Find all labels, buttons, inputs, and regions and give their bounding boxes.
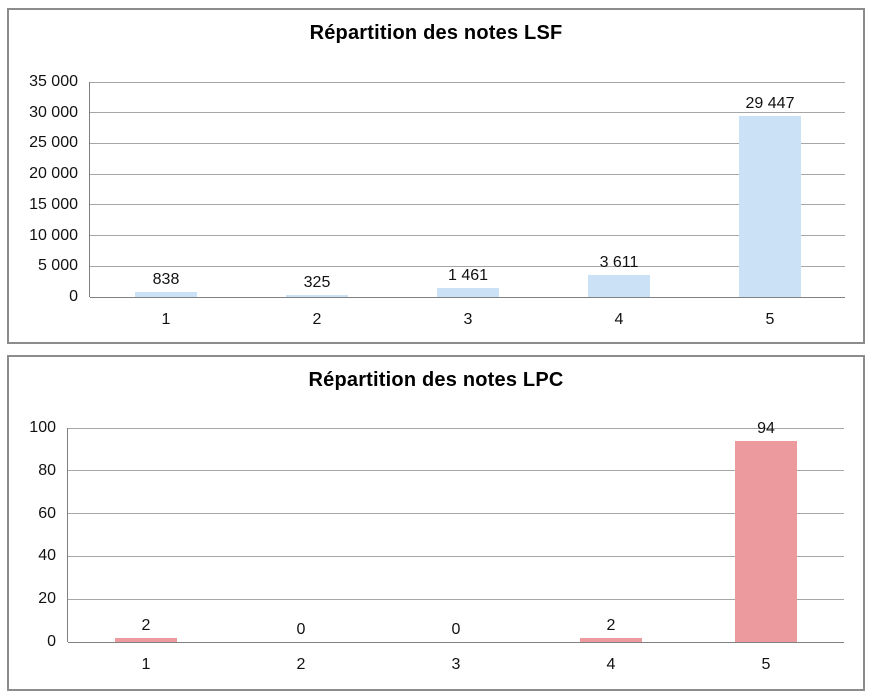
x-axis-label: 2 [296, 656, 306, 673]
y-axis-line [89, 82, 90, 297]
gridline [90, 81, 845, 83]
x-axis-label: 1 [141, 656, 151, 673]
bar-value-label: 94 [757, 420, 775, 437]
bar [286, 295, 348, 297]
gridline [68, 555, 844, 557]
x-axis-label: 5 [765, 311, 775, 328]
bar-value-label: 29 447 [745, 95, 795, 112]
y-axis-tick-label: 40 [38, 547, 56, 565]
gridline [68, 470, 844, 472]
chart-lpc-panel: Répartition des notes LPC 0 20 40 60 80 100 2 1… [7, 355, 865, 691]
x-axis-line [90, 296, 845, 298]
y-axis-tick-label: 80 [38, 461, 56, 479]
gridline [90, 235, 845, 237]
gridline [68, 513, 844, 515]
x-axis-label: 3 [463, 311, 473, 328]
bar-value-label: 838 [152, 271, 180, 288]
y-axis-tick-label: 10 000 [29, 226, 78, 244]
bar [437, 288, 499, 297]
y-axis-tick-label: 20 000 [29, 165, 78, 183]
bar [115, 638, 177, 642]
gridline [90, 204, 845, 206]
gridline [68, 427, 844, 429]
bar-value-label: 3 611 [599, 254, 639, 271]
bar [739, 116, 801, 297]
y-axis-line [67, 428, 68, 642]
y-axis-tick-label: 0 [69, 288, 78, 305]
bar [580, 638, 642, 642]
gridline [90, 142, 845, 144]
x-axis-line [68, 641, 844, 643]
x-axis-label: 4 [614, 311, 624, 328]
bar [735, 441, 797, 642]
y-axis-tick-label: 5 000 [37, 257, 78, 275]
y-axis-tick-label: 100 [29, 419, 56, 436]
bar [588, 275, 650, 297]
bar-value-label: 2 [141, 617, 151, 634]
bar-value-label: 0 [296, 621, 306, 638]
gridline [90, 112, 845, 114]
x-axis-label: 1 [161, 311, 171, 328]
gridline [68, 598, 844, 600]
chart-title: Répartition des notes LSF [309, 22, 563, 44]
x-axis-label: 2 [312, 311, 322, 328]
y-axis-tick-label: 30 000 [29, 103, 78, 121]
bar-value-label: 2 [606, 617, 616, 634]
bar-value-label: 325 [303, 274, 331, 291]
gridline [90, 173, 845, 175]
y-axis-tick-label: 20 [38, 590, 56, 608]
gridline [90, 265, 845, 267]
bar-value-label: 1 461 [447, 267, 489, 284]
chart-title: Répartition des notes LPC [308, 369, 564, 391]
x-axis-label: 5 [761, 656, 771, 673]
y-axis-tick-label: 60 [38, 504, 56, 522]
y-axis-tick-label: 15 000 [29, 195, 78, 213]
y-axis-tick-label: 0 [47, 633, 56, 650]
x-axis-label: 3 [451, 656, 461, 673]
y-axis-tick-label: 25 000 [29, 134, 78, 152]
y-axis-tick-label: 35 000 [29, 73, 78, 90]
bar [135, 292, 197, 297]
x-axis-label: 4 [606, 656, 616, 673]
bar-value-label: 0 [451, 621, 461, 638]
